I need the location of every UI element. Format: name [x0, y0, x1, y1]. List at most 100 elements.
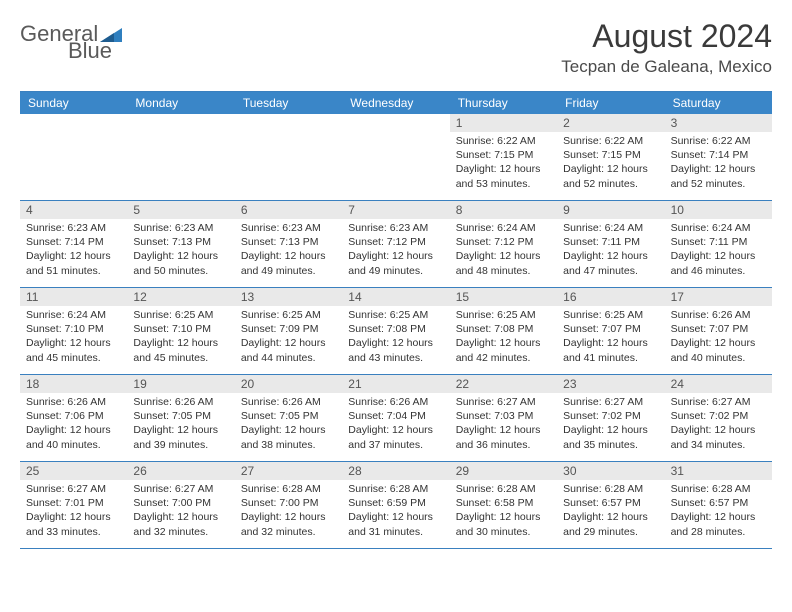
week-row: 1Sunrise: 6:22 AMSunset: 7:15 PMDaylight…	[20, 114, 772, 201]
day-detail: Sunrise: 6:23 AMSunset: 7:14 PMDaylight:…	[20, 219, 127, 282]
sunset-text: Sunset: 6:58 PM	[456, 496, 551, 510]
week-row: 11Sunrise: 6:24 AMSunset: 7:10 PMDayligh…	[20, 288, 772, 375]
day-number: 18	[20, 375, 127, 393]
sunset-text: Sunset: 7:11 PM	[563, 235, 658, 249]
day-detail: Sunrise: 6:24 AMSunset: 7:11 PMDaylight:…	[557, 219, 664, 282]
day-number: 21	[342, 375, 449, 393]
day-number: 19	[127, 375, 234, 393]
sunrise-text: Sunrise: 6:24 AM	[563, 221, 658, 235]
day-detail: Sunrise: 6:28 AMSunset: 6:58 PMDaylight:…	[450, 480, 557, 543]
daylight-text-1: Daylight: 12 hours	[563, 336, 658, 350]
daylight-text-1: Daylight: 12 hours	[671, 423, 766, 437]
sunset-text: Sunset: 7:05 PM	[133, 409, 228, 423]
daylight-text-2: and 33 minutes.	[26, 525, 121, 539]
daylight-text-2: and 31 minutes.	[348, 525, 443, 539]
sunrise-text: Sunrise: 6:28 AM	[671, 482, 766, 496]
sunrise-text: Sunrise: 6:25 AM	[241, 308, 336, 322]
sunset-text: Sunset: 7:12 PM	[348, 235, 443, 249]
day-cell: 11Sunrise: 6:24 AMSunset: 7:10 PMDayligh…	[20, 288, 127, 374]
sunrise-text: Sunrise: 6:23 AM	[241, 221, 336, 235]
day-detail: Sunrise: 6:26 AMSunset: 7:05 PMDaylight:…	[235, 393, 342, 456]
sunrise-text: Sunrise: 6:25 AM	[563, 308, 658, 322]
day-number: 17	[665, 288, 772, 306]
sunrise-text: Sunrise: 6:23 AM	[26, 221, 121, 235]
sunset-text: Sunset: 7:14 PM	[671, 148, 766, 162]
day-detail: Sunrise: 6:27 AMSunset: 7:03 PMDaylight:…	[450, 393, 557, 456]
sunrise-text: Sunrise: 6:26 AM	[348, 395, 443, 409]
daylight-text-1: Daylight: 12 hours	[671, 510, 766, 524]
daylight-text-1: Daylight: 12 hours	[671, 162, 766, 176]
sunset-text: Sunset: 7:07 PM	[563, 322, 658, 336]
week-row: 4Sunrise: 6:23 AMSunset: 7:14 PMDaylight…	[20, 201, 772, 288]
sunrise-text: Sunrise: 6:28 AM	[348, 482, 443, 496]
day-number: 5	[127, 201, 234, 219]
day-number: 2	[557, 114, 664, 132]
daylight-text-2: and 52 minutes.	[671, 177, 766, 191]
daylight-text-1: Daylight: 12 hours	[348, 336, 443, 350]
day-detail: Sunrise: 6:22 AMSunset: 7:15 PMDaylight:…	[557, 132, 664, 195]
daylight-text-1: Daylight: 12 hours	[26, 423, 121, 437]
day-cell: 8Sunrise: 6:24 AMSunset: 7:12 PMDaylight…	[450, 201, 557, 287]
day-number: 26	[127, 462, 234, 480]
day-cell: 16Sunrise: 6:25 AMSunset: 7:07 PMDayligh…	[557, 288, 664, 374]
week-row: 18Sunrise: 6:26 AMSunset: 7:06 PMDayligh…	[20, 375, 772, 462]
daylight-text-1: Daylight: 12 hours	[26, 336, 121, 350]
daylight-text-1: Daylight: 12 hours	[456, 423, 551, 437]
day-cell: 21 Sunrise: 6:26 AMSunset: 7:04 PMDayligh…	[342, 375, 449, 461]
sunset-text: Sunset: 7:02 PM	[671, 409, 766, 423]
daylight-text-1: Daylight: 12 hours	[456, 249, 551, 263]
daylight-text-1: Daylight: 12 hours	[563, 423, 658, 437]
sunrise-text: Sunrise: 6:24 AM	[456, 221, 551, 235]
sunset-text: Sunset: 7:10 PM	[133, 322, 228, 336]
sunrise-text: Sunrise: 6:28 AM	[456, 482, 551, 496]
daylight-text-1: Daylight: 12 hours	[26, 510, 121, 524]
day-detail: Sunrise: 6:28 AMSunset: 6:57 PMDaylight:…	[665, 480, 772, 543]
day-number: 27	[235, 462, 342, 480]
daylight-text-2: and 39 minutes.	[133, 438, 228, 452]
sunset-text: Sunset: 6:59 PM	[348, 496, 443, 510]
day-detail: Sunrise: 6:28 AMSunset: 6:59 PMDaylight:…	[342, 480, 449, 543]
sunrise-text: Sunrise: 6:27 AM	[133, 482, 228, 496]
calendar: SundayMondayTuesdayWednesdayThursdayFrid…	[20, 91, 772, 549]
daylight-text-2: and 34 minutes.	[671, 438, 766, 452]
daylight-text-1: Daylight: 12 hours	[563, 162, 658, 176]
sunset-text: Sunset: 7:04 PM	[348, 409, 443, 423]
daylight-text-2: and 49 minutes.	[241, 264, 336, 278]
sunrise-text: Sunrise: 6:26 AM	[133, 395, 228, 409]
day-cell: 10Sunrise: 6:24 AMSunset: 7:11 PMDayligh…	[665, 201, 772, 287]
daylight-text-1: Daylight: 12 hours	[456, 162, 551, 176]
day-cell: 9Sunrise: 6:24 AMSunset: 7:11 PMDaylight…	[557, 201, 664, 287]
day-cell: 27Sunrise: 6:28 AMSunset: 7:00 PMDayligh…	[235, 462, 342, 548]
daylight-text-2: and 50 minutes.	[133, 264, 228, 278]
sunrise-text: Sunrise: 6:22 AM	[671, 134, 766, 148]
day-detail: Sunrise: 6:22 AMSunset: 7:14 PMDaylight:…	[665, 132, 772, 195]
day-cell: 13Sunrise: 6:25 AMSunset: 7:09 PMDayligh…	[235, 288, 342, 374]
dayname-row: SundayMondayTuesdayWednesdayThursdayFrid…	[20, 92, 772, 114]
daylight-text-1: Daylight: 12 hours	[133, 336, 228, 350]
day-number: 25	[20, 462, 127, 480]
day-cell: 2Sunrise: 6:22 AMSunset: 7:15 PMDaylight…	[557, 114, 664, 200]
day-cell: 15Sunrise: 6:25 AMSunset: 7:08 PMDayligh…	[450, 288, 557, 374]
day-number	[235, 114, 342, 132]
dayname-monday: Monday	[127, 92, 234, 114]
daylight-text-1: Daylight: 12 hours	[348, 249, 443, 263]
daylight-text-1: Daylight: 12 hours	[241, 510, 336, 524]
day-number: 31	[665, 462, 772, 480]
day-number: 11	[20, 288, 127, 306]
day-number	[342, 114, 449, 132]
day-cell: 22Sunrise: 6:27 AMSunset: 7:03 PMDayligh…	[450, 375, 557, 461]
day-cell: 18Sunrise: 6:26 AMSunset: 7:06 PMDayligh…	[20, 375, 127, 461]
sunrise-text: Sunrise: 6:26 AM	[671, 308, 766, 322]
daylight-text-2: and 40 minutes.	[26, 438, 121, 452]
sunrise-text: Sunrise: 6:25 AM	[456, 308, 551, 322]
daylight-text-2: and 30 minutes.	[456, 525, 551, 539]
sunrise-text: Sunrise: 6:27 AM	[26, 482, 121, 496]
day-number: 22	[450, 375, 557, 393]
daylight-text-1: Daylight: 12 hours	[133, 249, 228, 263]
day-detail: Sunrise: 6:23 AMSunset: 7:13 PMDaylight:…	[235, 219, 342, 282]
daylight-text-1: Daylight: 12 hours	[348, 423, 443, 437]
day-number: 15	[450, 288, 557, 306]
sunset-text: Sunset: 7:10 PM	[26, 322, 121, 336]
daylight-text-1: Daylight: 12 hours	[241, 336, 336, 350]
sunset-text: Sunset: 7:07 PM	[671, 322, 766, 336]
